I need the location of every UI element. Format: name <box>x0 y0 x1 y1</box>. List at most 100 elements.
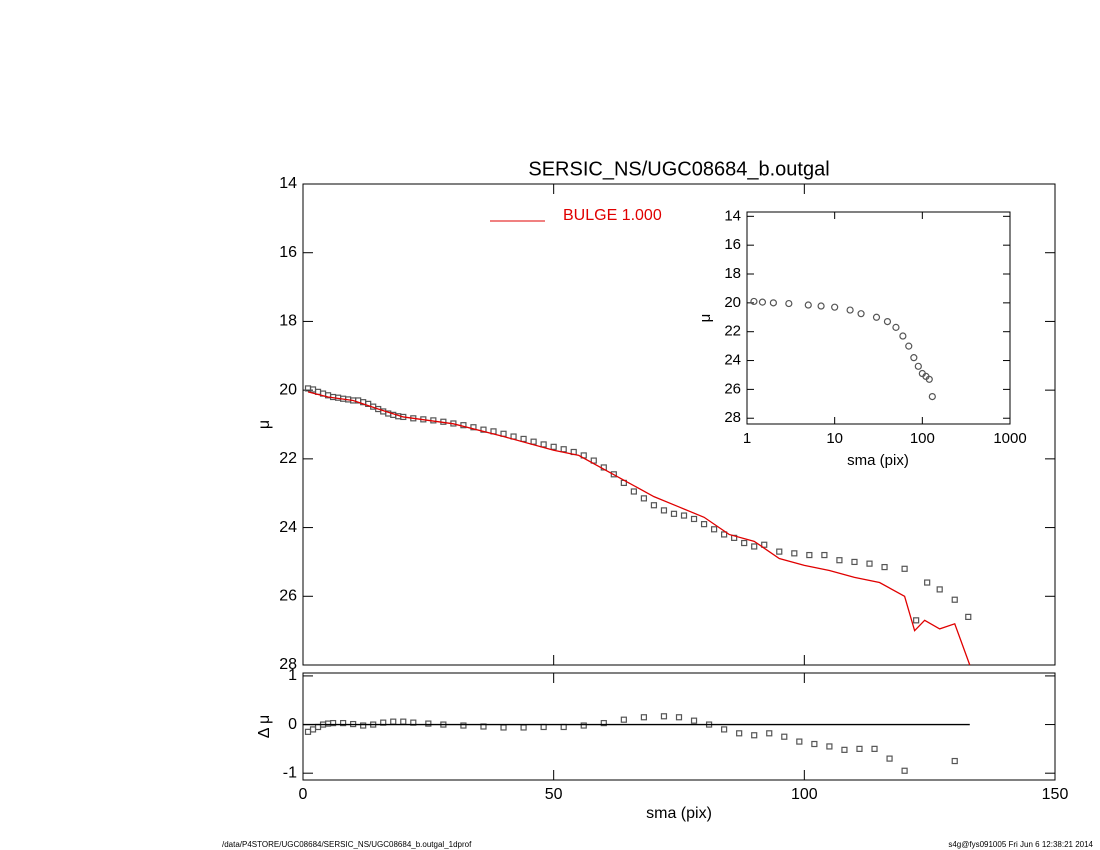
data-point <box>841 746 848 753</box>
data-point <box>804 301 812 309</box>
data-point <box>856 745 863 752</box>
y-tick-label: 18 <box>724 265 741 282</box>
data-point <box>640 714 648 721</box>
data-point <box>817 302 825 310</box>
data-point <box>540 723 547 731</box>
data-point <box>925 375 933 383</box>
data-point <box>700 521 708 528</box>
data-point <box>540 441 547 448</box>
data-point <box>721 531 728 538</box>
data-point <box>910 354 918 362</box>
y-axis-label: Δ μ <box>256 715 273 738</box>
x-tick-label: 1000 <box>993 430 1026 447</box>
data-point <box>761 541 768 548</box>
plot-frame <box>302 183 1056 666</box>
data-point <box>314 723 322 731</box>
data-point <box>530 438 537 445</box>
data-point <box>690 515 698 523</box>
y-tick-label: 24 <box>724 352 741 369</box>
data-point <box>791 550 798 557</box>
data-point <box>670 510 678 517</box>
y-axis-label: μ <box>256 420 273 429</box>
data-point <box>580 722 587 729</box>
data-point <box>914 362 922 370</box>
x-tick-label: 1 <box>743 430 751 447</box>
data-point <box>899 332 907 340</box>
data-point <box>304 728 312 735</box>
data-point <box>901 565 908 572</box>
data-point <box>425 720 432 727</box>
data-point <box>928 392 936 401</box>
data-point <box>776 548 783 555</box>
data-point <box>630 488 637 495</box>
data-point <box>470 424 477 431</box>
data-point <box>721 726 728 733</box>
data-point <box>520 435 527 443</box>
x-tick-label: 10 <box>826 430 843 447</box>
data-point <box>390 718 397 725</box>
data-point <box>871 745 878 752</box>
data-point <box>309 726 317 733</box>
data-point <box>758 298 767 306</box>
data-point <box>520 724 527 731</box>
data-point <box>650 502 658 509</box>
data-point <box>309 386 317 393</box>
y-axis-label: μ <box>697 314 714 323</box>
y-tick-label: 14 <box>279 175 297 192</box>
plot-frame <box>746 211 1011 425</box>
data-point <box>846 306 854 314</box>
data-point <box>736 730 743 737</box>
y-tick-label: 22 <box>724 323 741 340</box>
data-point <box>360 722 367 729</box>
data-point <box>680 512 688 519</box>
data-point <box>710 526 718 533</box>
data-point <box>826 743 833 750</box>
data-point <box>866 560 873 567</box>
y-tick-label: 1 <box>288 667 297 684</box>
x-axis-label: sma (pix) <box>847 452 909 469</box>
y-tick-label: 28 <box>279 656 297 673</box>
data-point <box>883 318 892 326</box>
plot-frame <box>302 672 1056 781</box>
data-point <box>324 720 332 727</box>
data-point <box>924 579 931 586</box>
data-point <box>811 740 818 748</box>
data-point <box>560 446 567 453</box>
chart-title: SERSIC_NS/UGC08684_b.outgal <box>528 158 829 180</box>
data-point <box>851 558 858 566</box>
data-point <box>892 323 900 331</box>
data-point <box>886 755 893 762</box>
data-point <box>905 342 913 350</box>
data-point <box>340 719 347 727</box>
data-point <box>936 586 943 593</box>
data-point <box>660 507 668 514</box>
model-line <box>307 391 971 666</box>
data-point <box>913 617 920 624</box>
y-tick-label: 16 <box>279 244 297 261</box>
y-tick-label: 14 <box>724 207 741 224</box>
data-point <box>785 299 793 308</box>
data-point <box>660 713 668 720</box>
footer-right: s4g@fys091005 Fri Jun 6 12:38:21 2014 <box>948 840 1093 849</box>
data-point <box>600 719 607 727</box>
x-tick-label: 150 <box>1042 786 1069 803</box>
data-point <box>560 723 567 731</box>
x-tick-label: 0 <box>299 786 308 803</box>
data-point <box>872 313 881 321</box>
data-point <box>500 724 507 731</box>
footer-left: /data/P4STORE/UGC08684/SERSIC_NS/UGC0868… <box>222 840 472 849</box>
x-axis-label: sma (pix) <box>646 805 712 822</box>
y-tick-label: 24 <box>279 519 297 536</box>
data-point <box>806 551 813 559</box>
data-point <box>751 732 758 739</box>
data-point <box>831 303 839 311</box>
x-tick-label: 50 <box>545 786 563 803</box>
data-point <box>781 733 788 740</box>
data-point <box>690 717 698 724</box>
data-point <box>400 718 407 725</box>
y-tick-label: 22 <box>279 450 297 467</box>
data-point <box>620 716 627 723</box>
data-point <box>610 471 617 478</box>
data-point <box>766 730 773 737</box>
